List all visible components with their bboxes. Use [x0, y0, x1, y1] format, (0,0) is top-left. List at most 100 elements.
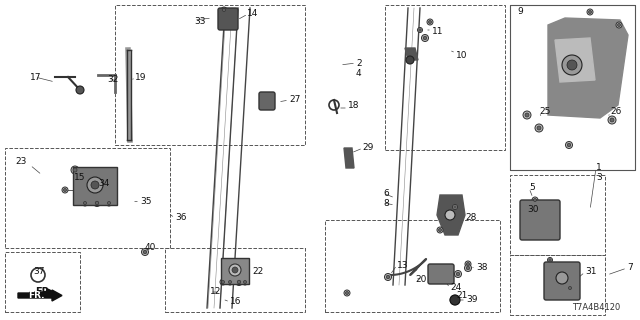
Circle shape [221, 7, 227, 13]
Circle shape [419, 29, 421, 31]
Circle shape [429, 20, 431, 23]
Bar [385, 5, 505, 150]
Circle shape [82, 200, 88, 206]
Text: 4: 4 [356, 68, 362, 77]
Bar [115, 5, 305, 145]
Circle shape [567, 285, 573, 291]
Circle shape [73, 168, 77, 172]
Circle shape [534, 198, 536, 202]
FancyBboxPatch shape [520, 200, 560, 240]
Circle shape [438, 228, 442, 231]
Circle shape [385, 274, 392, 281]
Text: 39: 39 [466, 295, 477, 305]
Circle shape [93, 199, 100, 206]
Circle shape [589, 11, 591, 13]
Bar [325, 220, 500, 312]
Bar [5, 252, 80, 312]
Bar [510, 175, 605, 255]
Circle shape [237, 280, 241, 284]
Text: 5: 5 [529, 183, 535, 193]
Text: 7: 7 [627, 263, 633, 273]
Circle shape [229, 264, 241, 276]
Text: 24: 24 [450, 284, 461, 292]
Circle shape [525, 113, 529, 117]
Text: 12: 12 [210, 287, 221, 297]
Text: T7A4B4120: T7A4B4120 [572, 303, 620, 312]
FancyBboxPatch shape [221, 258, 249, 284]
Text: 18: 18 [348, 100, 360, 109]
Circle shape [344, 290, 350, 296]
Circle shape [106, 200, 112, 206]
Circle shape [556, 272, 568, 284]
Circle shape [141, 249, 148, 255]
Circle shape [387, 275, 390, 279]
Circle shape [537, 126, 541, 130]
Text: 1: 1 [596, 164, 602, 172]
Text: 29: 29 [362, 143, 373, 153]
Text: 13: 13 [397, 260, 408, 269]
Circle shape [587, 9, 593, 15]
Circle shape [91, 181, 99, 189]
Circle shape [76, 86, 84, 94]
Text: 10: 10 [456, 51, 467, 60]
Circle shape [221, 281, 225, 284]
Text: 36: 36 [175, 213, 186, 222]
Circle shape [406, 56, 414, 64]
Text: 9: 9 [517, 7, 523, 17]
Polygon shape [555, 38, 595, 82]
Circle shape [456, 272, 460, 276]
Circle shape [83, 202, 86, 204]
Polygon shape [405, 48, 418, 60]
Text: 31: 31 [585, 268, 596, 276]
Circle shape [567, 60, 577, 70]
Polygon shape [344, 148, 354, 168]
Circle shape [437, 227, 443, 233]
Bar [5, 148, 170, 248]
Circle shape [63, 188, 67, 191]
Text: 15: 15 [74, 173, 86, 182]
Text: 28: 28 [465, 213, 476, 222]
Circle shape [346, 292, 349, 294]
Circle shape [71, 166, 79, 174]
Circle shape [62, 187, 68, 193]
Circle shape [232, 267, 238, 273]
Text: 25: 25 [539, 108, 550, 116]
Text: 22: 22 [252, 268, 263, 276]
Text: 35: 35 [140, 196, 152, 205]
FancyBboxPatch shape [218, 8, 238, 30]
Text: 38: 38 [476, 263, 488, 273]
Text: 40: 40 [145, 244, 156, 252]
Circle shape [242, 279, 248, 285]
Text: 14: 14 [247, 10, 259, 19]
Circle shape [467, 266, 470, 270]
Circle shape [95, 201, 99, 205]
Text: FR.: FR. [35, 287, 53, 297]
Text: 34: 34 [98, 179, 109, 188]
Circle shape [547, 258, 552, 262]
Text: 37: 37 [33, 268, 45, 276]
Circle shape [236, 278, 243, 285]
Circle shape [566, 141, 573, 148]
Circle shape [465, 265, 472, 271]
Circle shape [454, 206, 456, 208]
Bar [510, 5, 635, 170]
Circle shape [568, 286, 572, 290]
Text: 27: 27 [289, 95, 300, 105]
Text: FR.: FR. [28, 291, 44, 300]
Text: 3: 3 [596, 173, 602, 182]
Circle shape [616, 22, 622, 28]
Text: 11: 11 [432, 28, 444, 36]
Text: 8: 8 [383, 198, 388, 207]
Polygon shape [437, 195, 465, 235]
Text: 2: 2 [356, 59, 362, 68]
Text: 16: 16 [230, 298, 241, 307]
Circle shape [523, 111, 531, 119]
Circle shape [143, 250, 147, 254]
Circle shape [610, 118, 614, 122]
Circle shape [423, 36, 427, 40]
Circle shape [535, 124, 543, 132]
Circle shape [227, 279, 233, 285]
Circle shape [548, 259, 551, 261]
Circle shape [567, 143, 571, 147]
Circle shape [467, 262, 470, 266]
